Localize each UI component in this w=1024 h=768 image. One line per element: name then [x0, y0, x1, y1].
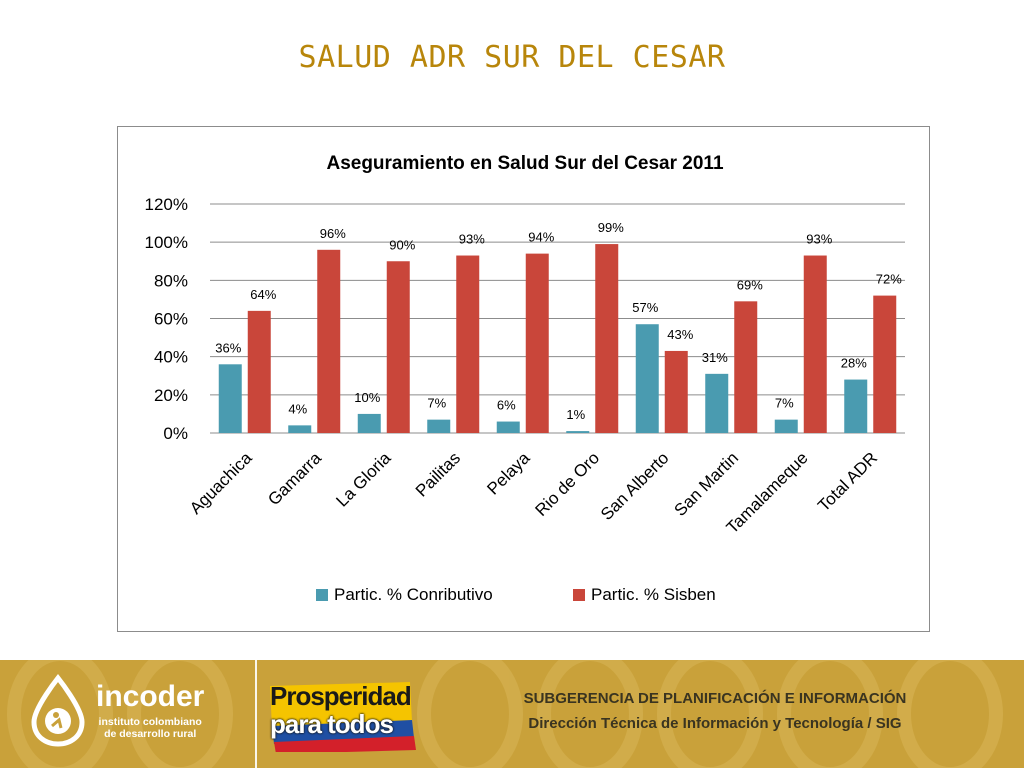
bar-contributivo	[705, 373, 729, 433]
x-tick-label: Aguachica	[186, 448, 256, 518]
x-tick-label: San Martin	[671, 448, 743, 520]
footer-divider	[255, 660, 257, 768]
colombia-flag-swoosh-icon	[270, 682, 416, 752]
bar-sisben	[803, 255, 827, 433]
bar-contributivo	[218, 364, 242, 433]
x-tick-label: San Alberto	[597, 448, 673, 524]
slide-title: SALUD ADR SUR DEL CESAR	[298, 40, 726, 75]
y-tick-label: 120%	[145, 195, 188, 214]
data-label: 6%	[497, 398, 516, 413]
data-label: 1%	[566, 407, 585, 422]
bar-contributivo	[427, 419, 451, 433]
bar-sisben	[873, 295, 897, 433]
legend-swatch	[316, 589, 328, 601]
bar-contributivo	[566, 431, 590, 433]
incoder-subtitle-2: de desarrollo rural	[104, 728, 197, 740]
legend-label: Partic. % Sisben	[591, 585, 716, 604]
legend-swatch	[573, 589, 585, 601]
footer-credits: SUBGERENCIA DE PLANIFICACIÓN E INFORMACI…	[470, 690, 960, 732]
incoder-subtitle-1: instituto colombiano	[98, 716, 202, 728]
data-label: 43%	[667, 327, 693, 342]
y-tick-label: 40%	[154, 348, 188, 367]
bar-sisben	[664, 350, 688, 433]
data-label: 90%	[389, 237, 415, 252]
bar-sisben	[317, 249, 341, 433]
bar-contributivo	[288, 425, 312, 433]
x-tick-label: Rio de Oro	[532, 448, 604, 520]
bar-sisben	[595, 244, 619, 433]
slogan-line-1: Prosperidad	[270, 681, 412, 711]
bar-contributivo	[635, 324, 659, 433]
data-label: 7%	[775, 396, 794, 411]
bar-contributivo	[357, 413, 381, 433]
bar-sisben	[386, 261, 410, 433]
data-label: 28%	[841, 356, 867, 371]
bar-contributivo	[844, 379, 868, 433]
data-label: 96%	[320, 226, 346, 241]
bar-sisben	[456, 255, 480, 433]
footer-pattern	[7, 660, 1003, 768]
incoder-logo: incoder instituto colombiano de desarrol…	[28, 674, 204, 748]
data-label: 31%	[702, 350, 728, 365]
data-label: 93%	[459, 232, 485, 247]
bar-contributivo	[774, 419, 798, 433]
bar-sisben	[525, 253, 549, 433]
slogan-line-2: para todos	[270, 709, 394, 739]
prosperidad-logo: Prosperidad para todos	[270, 682, 420, 752]
data-label: 69%	[737, 277, 763, 292]
data-label: 99%	[598, 220, 624, 235]
data-label: 57%	[632, 300, 658, 315]
data-label: 10%	[354, 390, 380, 405]
incoder-wordmark: incoder	[96, 680, 205, 713]
x-tick-label: Pelaya	[483, 448, 534, 499]
data-label: 36%	[215, 340, 241, 355]
y-tick-label: 100%	[145, 233, 188, 252]
bar-sisben	[734, 301, 758, 433]
data-label: 64%	[250, 287, 276, 302]
y-tick-label: 20%	[154, 386, 188, 405]
y-tick-label: 60%	[154, 310, 188, 329]
x-tick-label: Gamarra	[264, 448, 325, 509]
data-label: 4%	[288, 401, 307, 416]
data-label: 94%	[528, 230, 554, 245]
x-tick-label: La Gloria	[332, 448, 395, 511]
x-tick-label: Pailitas	[412, 448, 464, 500]
bar-chart: Aseguramiento en Salud Sur del Cesar 201…	[145, 153, 905, 604]
bar-sisben	[247, 310, 271, 433]
chart-title: Aseguramiento en Salud Sur del Cesar 201…	[326, 153, 723, 174]
y-tick-label: 80%	[154, 271, 188, 290]
footer-banner: incoder instituto colombiano de desarrol…	[0, 660, 1024, 768]
data-label: 93%	[806, 232, 832, 247]
footer-directorate: Dirección Técnica de Información y Tecno…	[528, 715, 902, 732]
legend-label: Partic. % Conributivo	[334, 585, 493, 604]
incoder-drop-icon	[31, 674, 85, 747]
data-label: 72%	[876, 272, 902, 287]
y-tick-label: 0%	[163, 424, 188, 443]
chart-frame: Aseguramiento en Salud Sur del Cesar 201…	[117, 126, 930, 632]
data-label: 7%	[427, 396, 446, 411]
x-tick-label: Total ADR	[814, 448, 881, 515]
bar-contributivo	[496, 421, 520, 433]
footer-department: SUBGERENCIA DE PLANIFICACIÓN E INFORMACI…	[523, 690, 907, 707]
